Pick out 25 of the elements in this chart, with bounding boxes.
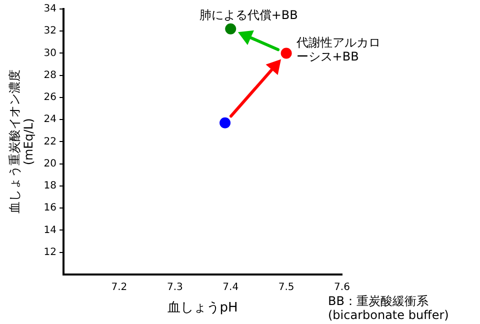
x-tick-label: 7.6 xyxy=(334,282,350,293)
x-tick-label: 7.5 xyxy=(278,282,294,293)
x-tick-label: 7.3 xyxy=(166,282,183,293)
y-tick-label: 26 xyxy=(44,92,57,104)
y-tick-label: 20 xyxy=(44,158,57,170)
y-tick-label: 32 xyxy=(44,26,57,37)
y-tick-label: 14 xyxy=(44,224,57,236)
y-tick-label: 34 xyxy=(44,4,57,15)
x-tick-label: 7.4 xyxy=(222,282,239,293)
y-tick-label: 12 xyxy=(44,246,57,258)
y-tick-label: 24 xyxy=(44,114,57,126)
x-tick-label: 7.2 xyxy=(111,282,128,293)
point xyxy=(220,117,231,128)
annotation: 代謝性アルカローシス+BB xyxy=(295,35,380,64)
point xyxy=(225,23,236,34)
point xyxy=(280,48,292,59)
y-tick-label: 16 xyxy=(44,202,57,214)
x-axis-title: 血しょうpH xyxy=(168,300,238,316)
text: BB：重炭酸緩衝系 (bicarbonate buffer) xyxy=(328,294,449,322)
y-tick-label: 18 xyxy=(44,180,57,192)
y-tick-label: 28 xyxy=(44,70,57,81)
y-tick-label: 30 xyxy=(44,48,57,59)
annotation: 肺による代償+BB xyxy=(199,8,298,22)
y-tick-label: 22 xyxy=(44,136,57,148)
y-axis-title: 血しょう重炭酸イオン濃度 (mEq/L) xyxy=(7,70,36,214)
